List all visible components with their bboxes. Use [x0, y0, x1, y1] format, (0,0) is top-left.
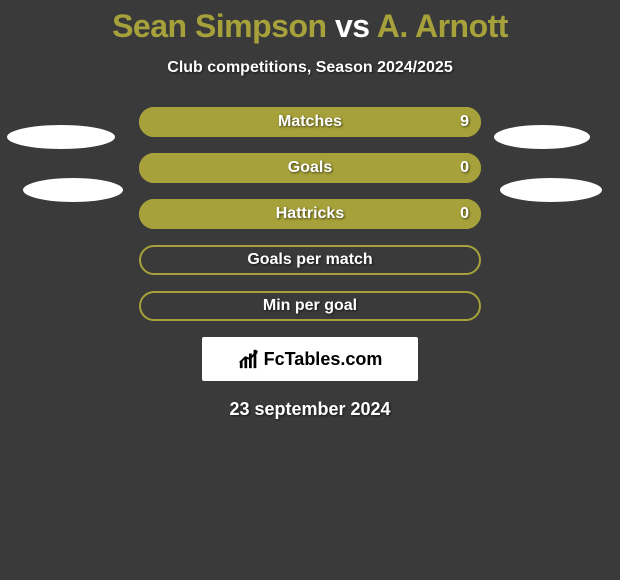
stat-row: Matches9 — [139, 107, 481, 137]
player1-name: Sean Simpson — [112, 8, 327, 44]
stat-value: 9 — [460, 107, 469, 137]
stat-row: Goals per match — [139, 245, 481, 275]
decorative-ellipse — [500, 178, 602, 202]
stat-label: Matches — [139, 107, 481, 137]
decorative-ellipse — [23, 178, 123, 202]
vs-text: vs — [335, 8, 370, 44]
stat-row: Hattricks0 — [139, 199, 481, 229]
player2-name: A. Arnott — [377, 8, 508, 44]
decorative-ellipse — [7, 125, 115, 149]
brand-text: FcTables.com — [264, 349, 383, 370]
stat-row: Min per goal — [139, 291, 481, 321]
subtitle: Club competitions, Season 2024/2025 — [0, 59, 620, 77]
date-text: 23 september 2024 — [0, 399, 620, 420]
stat-value: 0 — [460, 153, 469, 183]
stat-row: Goals0 — [139, 153, 481, 183]
stat-label: Min per goal — [139, 291, 481, 321]
brand-badge: FcTables.com — [202, 337, 418, 381]
stat-label: Goals per match — [139, 245, 481, 275]
stat-value: 0 — [460, 199, 469, 229]
decorative-ellipse — [494, 125, 590, 149]
chart-icon — [238, 348, 260, 370]
stat-label: Goals — [139, 153, 481, 183]
stat-label: Hattricks — [139, 199, 481, 229]
brand-inner: FcTables.com — [238, 348, 383, 370]
comparison-title: Sean Simpson vs A. Arnott — [0, 0, 620, 45]
